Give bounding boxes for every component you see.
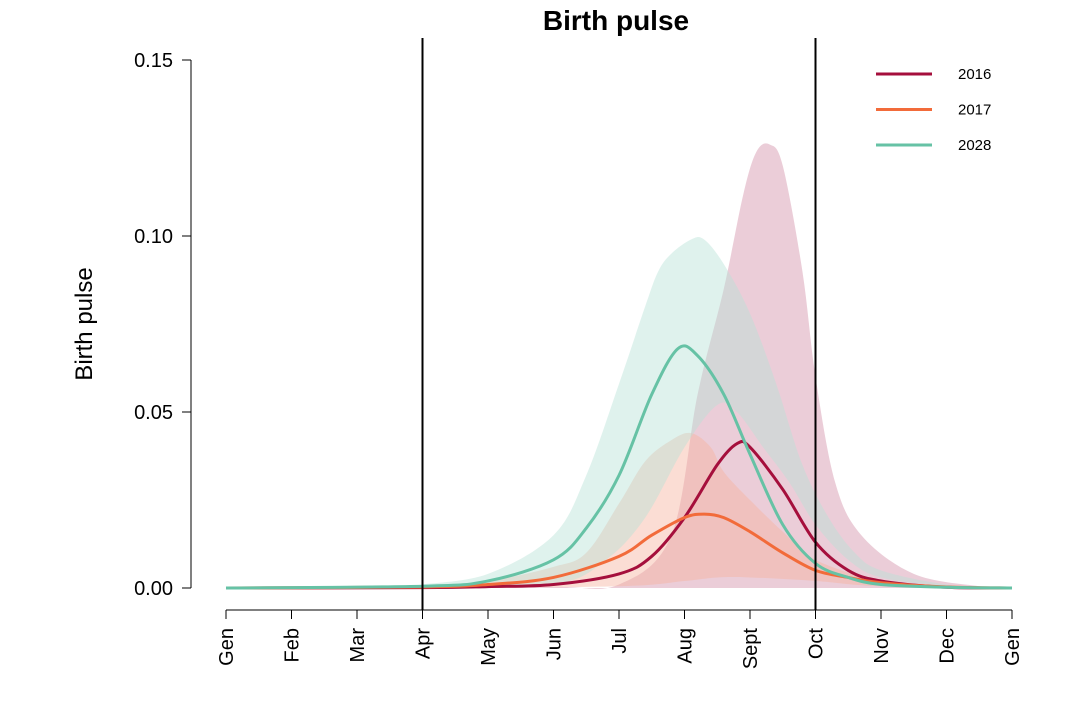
x-tick-label: Jul <box>609 628 631 654</box>
legend-item-2028: 2028 <box>876 137 991 154</box>
legend-item-2017: 2017 <box>876 102 991 119</box>
series-line-2028 <box>225 344 1013 590</box>
legend-label: 2028 <box>958 137 991 154</box>
x-tick-label: Nov <box>871 628 893 664</box>
x-tick-label: Jun <box>544 628 566 660</box>
legend-label: 2017 <box>958 102 991 119</box>
x-tick-label: Dec <box>937 628 959 664</box>
x-tick-label: Apr <box>413 628 435 659</box>
x-axis: Gen Feb Mar Apr May Jun Jul Aug Sept Oct Nov Dec Gen <box>216 609 1024 670</box>
band-2016 <box>422 143 1012 589</box>
x-tick-label: Gen <box>1002 628 1024 666</box>
y-axis: 0.00 0.05 0.10 0.15 <box>134 50 192 600</box>
band-2028 <box>422 237 1012 589</box>
x-tick-label: Gen <box>216 628 238 666</box>
x-tick-label: Oct <box>806 628 828 660</box>
series-line-2016 <box>225 439 1013 590</box>
y-tick-label: 0.05 <box>134 402 173 424</box>
x-tick-label: Feb <box>282 628 304 662</box>
reference-vertical-lines <box>421 38 817 610</box>
y-tick-label: 0.10 <box>134 226 173 248</box>
series-lines <box>225 344 1013 590</box>
x-tick-label: May <box>478 628 500 666</box>
x-tick-label: Mar <box>347 628 369 663</box>
x-tick-label: Sept <box>740 628 762 670</box>
y-axis-label: Birth pulse <box>71 267 98 380</box>
legend-label: 2016 <box>958 66 991 83</box>
y-tick-label: 0.15 <box>134 50 173 72</box>
legend: 2016 2017 2028 <box>876 66 991 154</box>
x-tick-label: Aug <box>675 628 697 664</box>
confidence-bands <box>422 143 1012 589</box>
band-2017 <box>422 432 1012 588</box>
chart-title: Birth pulse <box>543 5 689 36</box>
y-tick-label: 0.00 <box>134 578 173 600</box>
legend-item-2016: 2016 <box>876 66 991 83</box>
